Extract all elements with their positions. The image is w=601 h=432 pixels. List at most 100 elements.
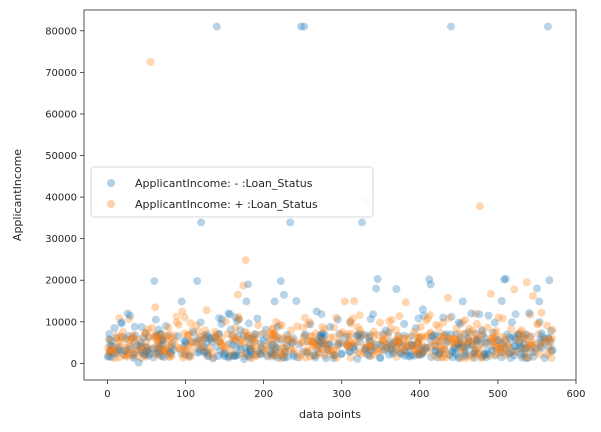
data-point xyxy=(306,320,315,329)
cluster-point xyxy=(164,335,173,344)
cluster-point xyxy=(215,330,224,338)
cluster-point xyxy=(358,329,367,338)
cluster-point xyxy=(511,347,520,356)
data-point xyxy=(369,310,377,319)
cluster-point xyxy=(302,353,310,362)
data-point xyxy=(232,351,241,360)
cluster-point xyxy=(269,330,278,339)
data-point xyxy=(183,331,192,340)
cluster-point xyxy=(155,344,164,353)
data-point xyxy=(451,344,459,353)
data-point xyxy=(535,297,544,306)
cluster-point xyxy=(224,352,233,361)
cluster-point xyxy=(491,343,499,352)
cluster-point xyxy=(498,347,507,356)
cluster-point xyxy=(500,347,509,356)
data-point xyxy=(145,349,154,358)
cluster-point xyxy=(226,325,235,334)
cluster-point xyxy=(427,337,436,345)
data-point xyxy=(340,297,349,306)
cluster-point xyxy=(126,335,134,344)
cluster-point xyxy=(256,339,265,348)
cluster-point xyxy=(452,338,461,347)
cluster-point xyxy=(515,344,524,353)
cluster-point xyxy=(472,336,480,345)
cluster-point xyxy=(505,333,514,342)
data-point xyxy=(483,323,492,332)
data-point xyxy=(521,344,530,353)
cluster-point xyxy=(438,337,446,346)
data-point xyxy=(253,314,262,323)
data-point xyxy=(265,336,274,345)
cluster-point xyxy=(413,339,422,348)
cluster-point xyxy=(543,350,552,359)
data-point xyxy=(125,349,134,357)
data-point xyxy=(410,327,419,336)
cluster-point xyxy=(521,330,530,339)
cluster-point xyxy=(345,341,354,350)
cluster-point xyxy=(261,325,270,334)
data-point xyxy=(283,341,291,350)
data-point xyxy=(369,327,378,336)
data-point xyxy=(279,290,288,299)
cluster-point xyxy=(302,347,311,356)
cluster-point xyxy=(270,349,279,358)
cluster-point xyxy=(456,333,465,342)
cluster-point xyxy=(376,353,385,362)
cluster-point xyxy=(242,349,251,358)
data-point xyxy=(407,342,416,351)
data-point xyxy=(426,311,434,320)
y-axis-label: ApplicantIncome xyxy=(11,149,24,241)
cluster-point xyxy=(526,340,535,349)
cluster-point xyxy=(498,340,507,349)
data-point xyxy=(315,336,324,345)
data-point xyxy=(117,318,126,327)
data-point xyxy=(226,346,235,355)
cluster-point xyxy=(418,349,427,358)
data-point xyxy=(228,340,237,349)
cluster-point xyxy=(363,350,372,359)
cluster-point xyxy=(392,326,400,335)
cluster-point xyxy=(478,352,487,361)
data-point xyxy=(260,329,269,337)
data-point xyxy=(197,218,206,227)
cluster-point xyxy=(301,330,310,339)
plot-area xyxy=(83,9,577,381)
cluster-point xyxy=(503,330,512,339)
cluster-point xyxy=(183,345,191,353)
cluster-point xyxy=(215,337,224,346)
cluster-point xyxy=(357,330,366,339)
cluster-point xyxy=(467,337,476,346)
cluster-point xyxy=(311,351,320,360)
data-point xyxy=(435,349,444,358)
cluster-point xyxy=(520,349,529,358)
cluster-point xyxy=(366,346,375,355)
cluster-point xyxy=(431,346,439,355)
cluster-point xyxy=(330,323,338,332)
data-point xyxy=(543,22,552,31)
cluster-point xyxy=(440,333,449,342)
data-point xyxy=(372,345,381,354)
cluster-point xyxy=(323,346,332,355)
cluster-point xyxy=(183,341,192,350)
cluster-point xyxy=(499,344,508,352)
cluster-point xyxy=(307,337,316,346)
data-point xyxy=(517,350,526,359)
cluster-point xyxy=(413,349,422,358)
cluster-point xyxy=(468,341,476,350)
cluster-point xyxy=(474,343,483,351)
data-point xyxy=(150,277,159,286)
data-point xyxy=(345,347,354,356)
data-point xyxy=(404,333,413,342)
cluster-point xyxy=(268,335,277,344)
data-point xyxy=(195,347,204,356)
data-point xyxy=(233,290,242,299)
cluster-point xyxy=(489,341,498,350)
cluster-point xyxy=(103,352,112,361)
cluster-point xyxy=(252,344,261,353)
cluster-point xyxy=(188,326,197,335)
data-point xyxy=(540,336,548,345)
cluster-point xyxy=(319,336,328,345)
cluster-point xyxy=(329,351,338,360)
cluster-point xyxy=(411,351,419,360)
